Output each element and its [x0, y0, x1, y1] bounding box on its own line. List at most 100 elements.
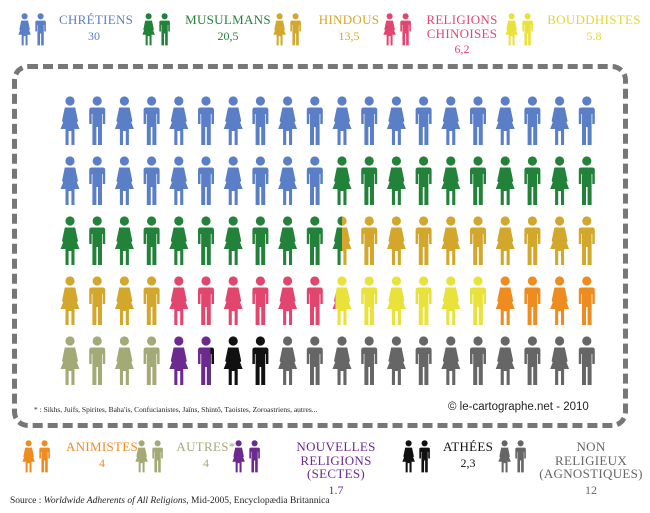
- legend-value: 13,5: [338, 28, 360, 43]
- person-figure: [415, 216, 432, 265]
- legend-figures-icon: [383, 13, 411, 46]
- legend-value: 4: [203, 455, 209, 470]
- person-figure: [143, 336, 160, 385]
- legend-name: NOUVELLES RELIGIONS (SECTES): [296, 439, 376, 482]
- legend-item-bouddhistes: BOUDDHISTES 5.8: [505, 13, 642, 47]
- legend-figures-icon: [22, 440, 50, 473]
- person-figure: [578, 96, 595, 145]
- person-figure: [578, 216, 595, 265]
- person-figure: [114, 156, 134, 205]
- legend-name: BOUDDHISTES: [547, 12, 641, 27]
- person-figure: [441, 336, 461, 385]
- legend-figures-icon: [135, 440, 163, 473]
- legend-figures-icon: [273, 13, 301, 46]
- person-figure: [332, 336, 352, 385]
- credit: © le-cartographe.net - 2010: [448, 401, 589, 413]
- legend-name: HINDOUS: [318, 12, 380, 27]
- person-figure: [223, 336, 243, 385]
- person-figure: [278, 96, 298, 145]
- person-figure: [550, 276, 570, 325]
- person-figure: [524, 96, 541, 145]
- person-figure: [198, 96, 214, 145]
- person-figure: [143, 96, 160, 145]
- person-figure: [306, 156, 323, 205]
- legend-name: RELIGIONS CHINOISES: [426, 12, 498, 41]
- person-figure: [441, 156, 461, 205]
- person-figure: [415, 156, 432, 205]
- legend-item-non-religieux: NON RELIGIEUX (AGNOSTIQUES) 12: [498, 440, 643, 497]
- legend-item-athees: ATHÉES 2,3: [402, 440, 493, 474]
- person-figure: [524, 336, 541, 385]
- person-figure: [550, 96, 570, 145]
- person-figure: [495, 156, 515, 205]
- person-figure: [361, 156, 378, 205]
- legend-name: MUSULMANS: [185, 12, 271, 27]
- person-figure: [306, 96, 323, 145]
- person-figure: [223, 216, 243, 265]
- person-figure: [143, 216, 160, 265]
- person-figure: [386, 276, 406, 325]
- person-figure: [441, 216, 461, 265]
- legend-value: 1.7: [328, 482, 344, 497]
- person-figure: [223, 96, 243, 145]
- person-figure: [169, 216, 189, 265]
- person-figure: [198, 336, 214, 385]
- person-figure: [169, 156, 189, 205]
- person-figure: [361, 276, 378, 325]
- person-figure: [470, 216, 486, 265]
- person-figure: [114, 336, 134, 385]
- person-figure: [252, 276, 269, 325]
- person-figure: [361, 216, 378, 265]
- person-figure: [578, 156, 595, 205]
- legend-item-religions-chinoises: RELIGIONS CHINOISES 6,2: [383, 13, 500, 56]
- person-figure: [223, 156, 243, 205]
- person-figure: [198, 216, 214, 265]
- person-figure: [306, 336, 323, 385]
- person-figure: [89, 276, 106, 325]
- legend-figures-icon: [142, 13, 170, 46]
- person-figure: [495, 276, 515, 325]
- person-figure: [386, 336, 406, 385]
- legend-figures-icon: [505, 13, 533, 46]
- person-figure: [278, 216, 298, 265]
- person-figure: [306, 216, 323, 265]
- person-figure: [470, 156, 486, 205]
- person-figure: [223, 276, 243, 325]
- legend-value: 12: [585, 482, 597, 497]
- person-figure: [114, 216, 134, 265]
- person-figure: [415, 96, 432, 145]
- person-figure: [550, 216, 570, 265]
- person-figure: [332, 216, 352, 265]
- legend-item-autres: AUTRES* 4: [135, 440, 236, 474]
- legend-figures-icon: [232, 440, 260, 473]
- person-figure: [470, 336, 486, 385]
- person-figure: [143, 276, 160, 325]
- legend-name: ATHÉES: [443, 439, 494, 454]
- person-figure: [361, 96, 378, 145]
- person-figure: [198, 276, 214, 325]
- legend-value: 30: [88, 28, 100, 43]
- legend-value: 6,2: [454, 42, 470, 57]
- person-figure: [278, 276, 298, 325]
- person-figure: [60, 156, 80, 205]
- person-figure: [60, 336, 80, 385]
- person-figure: [198, 156, 214, 205]
- person-figure: [89, 156, 106, 205]
- person-figure: [441, 96, 461, 145]
- person-figure: [60, 276, 80, 325]
- chart-frame: [12, 64, 628, 428]
- person-figure: [441, 276, 461, 325]
- person-figure: [89, 336, 106, 385]
- person-figure: [332, 276, 352, 325]
- person-figure: [524, 276, 541, 325]
- legend-value: 5.8: [586, 28, 602, 43]
- footnote: * : Sikhs, Juifs, Spirites, Baha'is, Con…: [34, 405, 318, 414]
- legend-name: NON RELIGIEUX (AGNOSTIQUES): [539, 439, 643, 482]
- legend-figures-icon: [402, 440, 430, 473]
- legend-item-chretiens: CHRÉTIENS 30: [18, 13, 133, 47]
- person-figure: [495, 336, 515, 385]
- legend-name: ANIMISTES: [65, 439, 139, 454]
- person-figure: [495, 216, 515, 265]
- legend-figures-icon: [18, 13, 46, 46]
